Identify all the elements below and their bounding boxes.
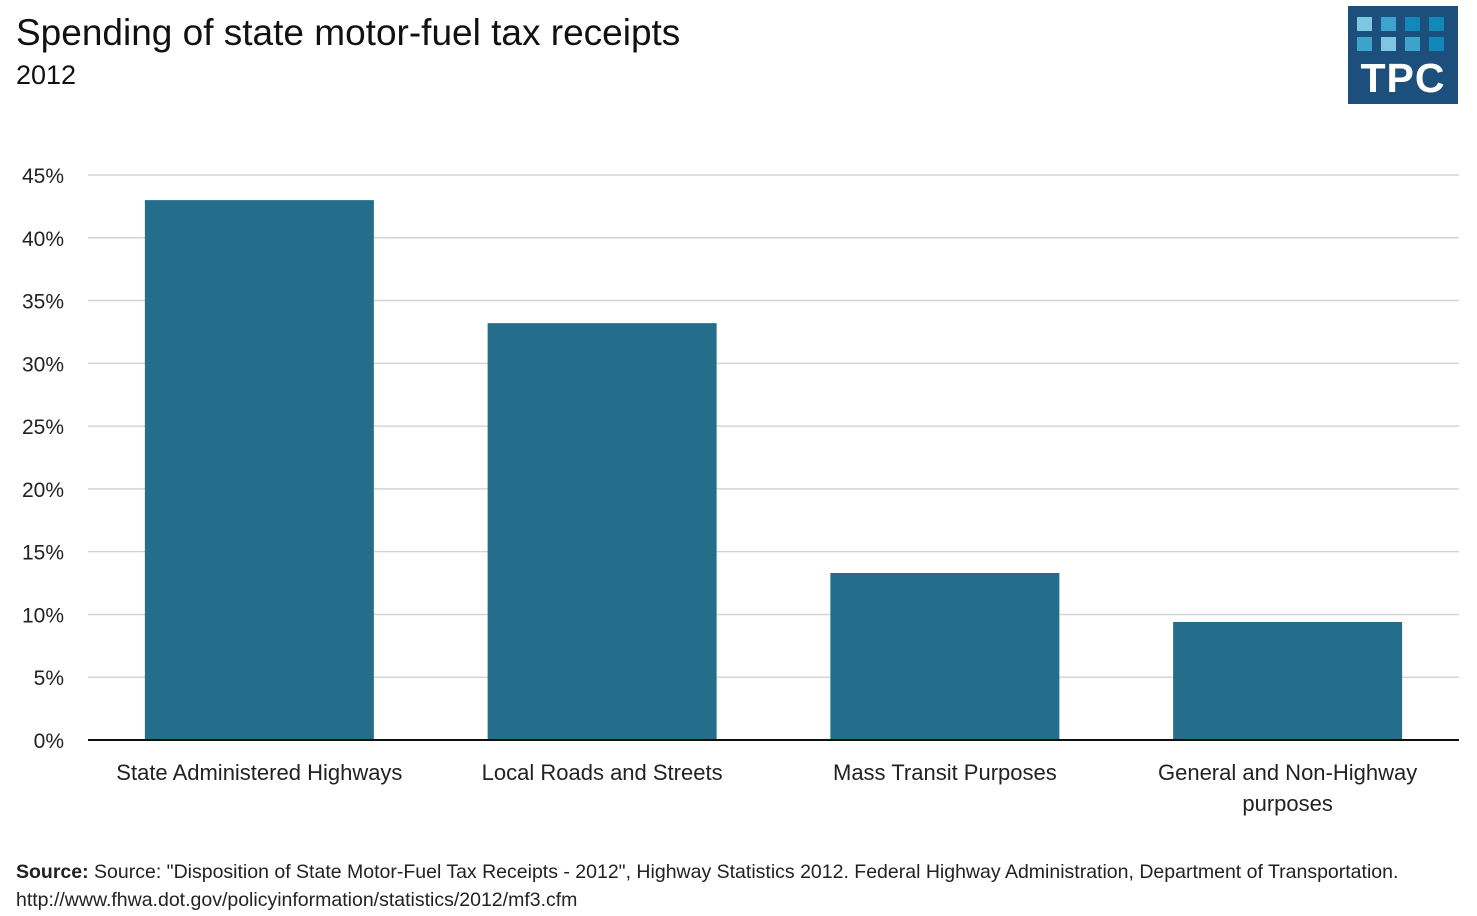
- y-tick-label: 30%: [22, 353, 64, 376]
- bar: [144, 200, 374, 741]
- x-tick-label: Mass Transit Purposes: [833, 760, 1057, 785]
- logo-square: [1381, 17, 1396, 31]
- logo-square: [1405, 37, 1420, 51]
- y-tick-label: 10%: [22, 604, 64, 627]
- logo-text: TPC: [1360, 55, 1446, 101]
- tpc-logo: TPC: [1348, 6, 1458, 104]
- source-label: Source:: [16, 861, 89, 883]
- logo-square: [1429, 17, 1444, 31]
- y-tick-label: 25%: [22, 416, 64, 439]
- chart-subtitle: 2012: [16, 60, 77, 90]
- logo-square: [1381, 37, 1396, 51]
- x-tick-label: Local Roads and Streets: [482, 760, 723, 785]
- bar: [1173, 621, 1403, 740]
- logo-square: [1405, 17, 1420, 31]
- y-tick-label: 20%: [22, 479, 64, 502]
- x-tick-label: purposes: [1242, 791, 1333, 816]
- y-tick-label: 35%: [22, 291, 64, 314]
- y-tick-label: 0%: [34, 730, 64, 753]
- bar: [830, 573, 1060, 740]
- x-tick-label: State Administered Highways: [116, 760, 402, 785]
- logo-square: [1357, 37, 1372, 51]
- bar: [487, 323, 717, 740]
- y-tick-label: 15%: [22, 542, 64, 565]
- bar-chart: 0% 5% 10% 15% 20% 25% 30% 35% 40% 45% State Admini…: [22, 165, 1459, 816]
- source-note: Source: Source: "Disposition of State Mo…: [16, 858, 1416, 914]
- x-tick-label: General and Non-Highway: [1158, 760, 1417, 785]
- source-text: Source: "Disposition of State Motor-Fuel…: [16, 861, 1399, 911]
- y-tick-label: 5%: [34, 667, 64, 690]
- y-tick-label: 40%: [22, 228, 64, 251]
- chart-title: Spending of state motor-fuel tax receipt…: [16, 12, 681, 53]
- logo-square: [1429, 37, 1444, 51]
- y-tick-label: 45%: [22, 165, 64, 188]
- logo-square: [1357, 17, 1372, 31]
